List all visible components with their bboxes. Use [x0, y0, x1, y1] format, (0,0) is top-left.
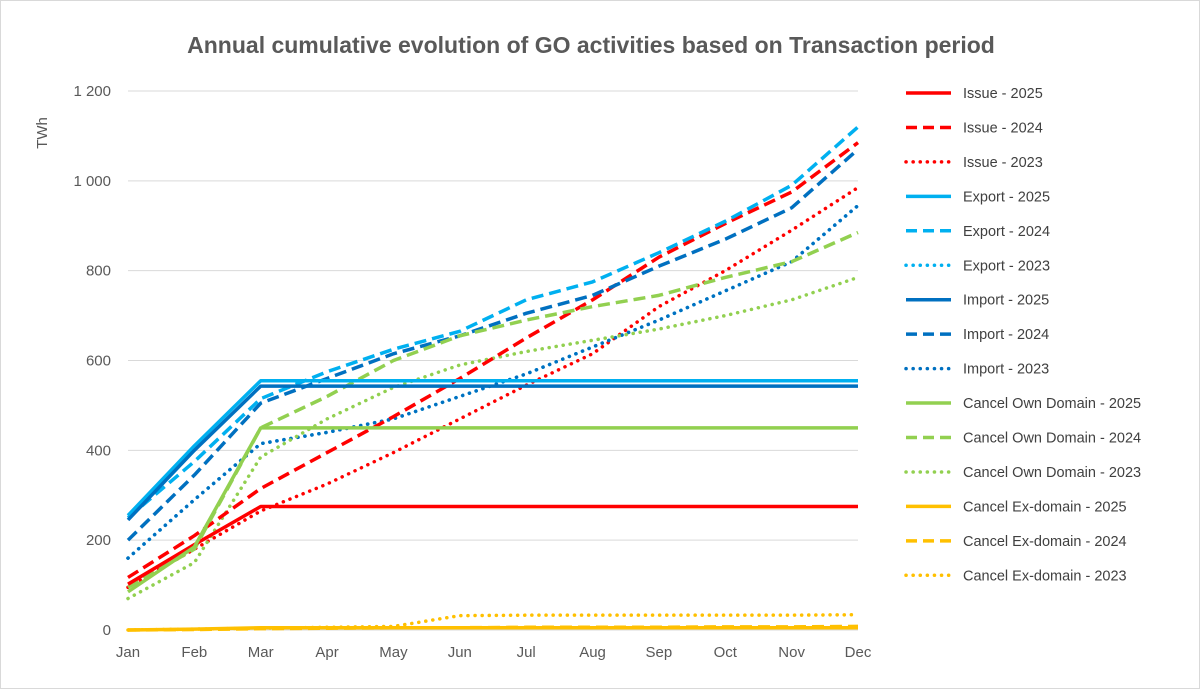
legend-label: Issue - 2023 — [963, 155, 1043, 171]
x-tick-label: Oct — [714, 644, 738, 661]
legend-label: Cancel Ex-domain - 2025 — [963, 499, 1127, 515]
series-line-cancel-ex-domain-2025 — [127, 626, 858, 632]
y-tick-label: 400 — [86, 442, 111, 459]
series-line-cancel-own-domain-2023 — [126, 275, 860, 601]
series-line-export-2025 — [126, 378, 858, 517]
legend-label: Cancel Own Domain - 2024 — [963, 431, 1141, 447]
y-axis-label: TWh — [34, 117, 51, 149]
legend-label: Issue - 2024 — [963, 120, 1043, 136]
x-tick-label: May — [379, 644, 408, 661]
y-tick-label: 200 — [86, 532, 111, 549]
legend-label: Cancel Own Domain - 2025 — [963, 396, 1141, 412]
x-tick-label: Nov — [778, 644, 805, 661]
legend-label: Export - 2023 — [963, 258, 1050, 274]
series-line-issue-2023 — [126, 185, 860, 590]
y-tick-label: 1 200 — [73, 83, 111, 100]
y-tick-label: 800 — [86, 263, 111, 280]
chart-title: Annual cumulative evolution of GO activi… — [187, 32, 995, 58]
series-line-import-2025 — [126, 384, 858, 522]
x-tick-label: Aug — [579, 644, 606, 661]
y-tick-label: 600 — [86, 353, 111, 370]
legend-label: Import - 2023 — [963, 362, 1049, 378]
legend-label: Cancel Own Domain - 2023 — [963, 465, 1141, 481]
y-tick-label: 0 — [103, 622, 111, 639]
x-tick-label: Jul — [517, 644, 536, 661]
x-tick-label: Mar — [248, 644, 274, 661]
x-tick-label: Sep — [646, 644, 673, 661]
legend-label: Import - 2025 — [963, 293, 1049, 309]
series-line-issue-2024 — [127, 141, 860, 579]
series-line-export-2024 — [126, 125, 860, 520]
legend-label: Cancel Ex-domain - 2023 — [963, 568, 1127, 584]
y-tick-label: 1 000 — [73, 173, 111, 190]
legend-label: Cancel Ex-domain - 2024 — [963, 534, 1127, 550]
x-tick-label: Feb — [181, 644, 207, 661]
legend-label: Issue - 2025 — [963, 86, 1043, 102]
series-line-import-2024 — [126, 148, 860, 542]
legend-label: Export - 2025 — [963, 189, 1050, 205]
series-line-cancel-own-domain-2025 — [127, 426, 858, 594]
legend-label: Export - 2024 — [963, 224, 1050, 240]
x-tick-label: Dec — [845, 644, 872, 661]
x-tick-label: Jun — [448, 644, 472, 661]
x-tick-label: Jan — [116, 644, 140, 661]
legend-label: Import - 2024 — [963, 327, 1049, 343]
series-line-issue-2025 — [127, 504, 858, 586]
x-tick-label: Apr — [315, 644, 338, 661]
